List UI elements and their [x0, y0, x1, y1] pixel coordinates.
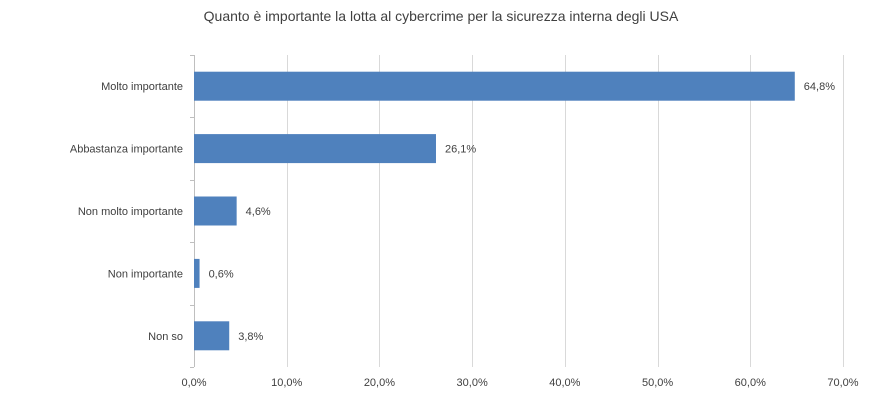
- category-label: Abbastanza importante: [70, 144, 183, 156]
- x-tick-label: 50,0%: [642, 377, 673, 389]
- data-label: 26,1%: [445, 144, 476, 156]
- data-label: 64,8%: [804, 81, 835, 93]
- x-tick-label: 30,0%: [457, 377, 488, 389]
- data-label: 3,8%: [238, 331, 263, 343]
- x-tick-label: 10,0%: [271, 377, 302, 389]
- x-tick-label: 40,0%: [549, 377, 580, 389]
- bar: [194, 196, 237, 226]
- bar: [194, 321, 230, 351]
- gridlines: [190, 55, 844, 368]
- category-label: Non so: [148, 331, 183, 343]
- category-label: Non molto importante: [78, 206, 183, 218]
- x-tick-label: 20,0%: [364, 377, 395, 389]
- bar: [194, 258, 200, 288]
- category-label: Molto importante: [101, 81, 183, 93]
- chart-title: Quanto è importante la lotta al cybercri…: [204, 8, 679, 24]
- data-label: 4,6%: [246, 206, 271, 218]
- x-tick-label: 60,0%: [735, 377, 766, 389]
- bar: [194, 71, 795, 101]
- x-tick-label: 0,0%: [181, 377, 206, 389]
- x-tick-label: 70,0%: [827, 377, 858, 389]
- bars: [194, 71, 795, 351]
- bar: [194, 134, 436, 164]
- labels: 0,0% 10,0% 20,0% 30,0% 40,0% 50,0% 60,0% 70,0% M…: [70, 81, 859, 389]
- data-label: 0,6%: [209, 268, 234, 280]
- category-label: Non importante: [108, 268, 183, 280]
